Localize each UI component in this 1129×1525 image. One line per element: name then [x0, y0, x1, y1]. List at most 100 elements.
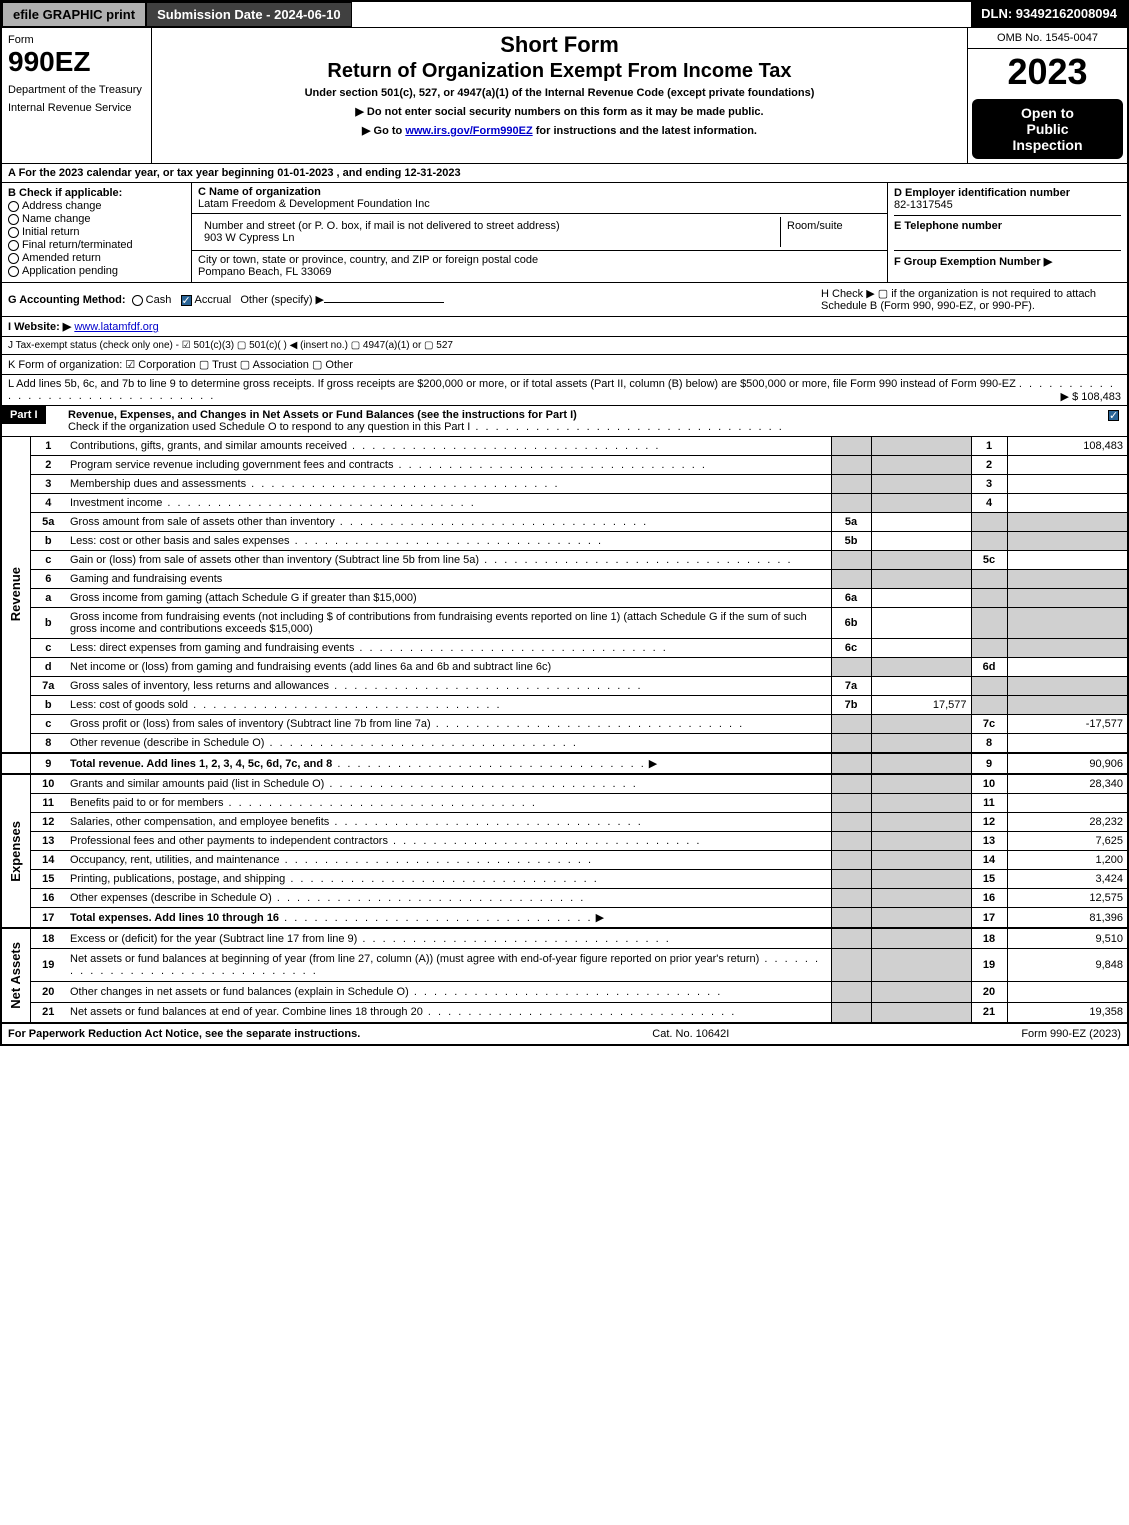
header-right: OMB No. 1545-0047 2023 Open to Public In…: [967, 28, 1127, 163]
line-11: 11Benefits paid to or for members11: [2, 794, 1127, 813]
open-line2: Public: [978, 121, 1117, 137]
footer-right: Form 990-EZ (2023): [1021, 1028, 1121, 1040]
section-k: K Form of organization: ☑ Corporation ▢ …: [2, 354, 1127, 374]
line-6: 6Gaming and fundraising events: [2, 570, 1127, 589]
line-17: 17Total expenses. Add lines 10 through 1…: [2, 908, 1127, 929]
room-label: Room/suite: [787, 220, 843, 232]
ein-value: 82-1317545: [894, 199, 1121, 211]
line-19: 19Net assets or fund balances at beginni…: [2, 949, 1127, 982]
side-expenses: Expenses: [6, 811, 25, 892]
line-3: 3Membership dues and assessments3: [2, 475, 1127, 494]
addr-label: Number and street (or P. O. box, if mail…: [204, 220, 774, 232]
dept-irs: Internal Revenue Service: [8, 102, 145, 114]
info-grid: B Check if applicable: Address change Na…: [2, 182, 1127, 282]
line-5c: cGain or (loss) from sale of assets othe…: [2, 551, 1127, 570]
line-6c: cLess: direct expenses from gaming and f…: [2, 639, 1127, 658]
city-label: City or town, state or province, country…: [198, 254, 881, 266]
section-g-h: G Accounting Method: Cash Accrual Other …: [2, 282, 1127, 316]
b-label: B Check if applicable:: [8, 187, 185, 199]
submission-date-button[interactable]: Submission Date - 2024-06-10: [146, 2, 352, 27]
website-link[interactable]: www.latamfdf.org: [74, 321, 158, 333]
section-a: A For the 2023 calendar year, or tax yea…: [2, 163, 1127, 182]
line-8: 8Other revenue (describe in Schedule O)8: [2, 734, 1127, 754]
section-b: B Check if applicable: Address change Na…: [2, 183, 192, 282]
g-cash-radio[interactable]: [132, 295, 143, 306]
irs-link[interactable]: www.irs.gov/Form990EZ: [405, 125, 532, 137]
g-label: G Accounting Method:: [8, 294, 126, 306]
line-2: 2Program service revenue including gover…: [2, 456, 1127, 475]
dept-treasury: Department of the Treasury: [8, 84, 145, 96]
section-c: C Name of organization Latam Freedom & D…: [192, 183, 887, 282]
title-short-form: Short Form: [156, 32, 963, 58]
lines-table: Revenue 1Contributions, gifts, grants, a…: [2, 436, 1127, 1022]
title-return: Return of Organization Exempt From Incom…: [156, 60, 963, 83]
line-4: 4Investment income4: [2, 494, 1127, 513]
d-label: D Employer identification number: [894, 187, 1121, 199]
org-name: Latam Freedom & Development Foundation I…: [198, 198, 430, 210]
section-h: H Check ▶ ▢ if the organization is not r…: [821, 287, 1121, 312]
org-address-cell: Number and street (or P. O. box, if mail…: [192, 214, 887, 251]
form-container: efile GRAPHIC print Submission Date - 20…: [0, 0, 1129, 1046]
line-21: 21Net assets or fund balances at end of …: [2, 1002, 1127, 1022]
instr-pre: ▶ Go to: [362, 125, 405, 137]
footer-catno: Cat. No. 10642I: [652, 1028, 729, 1040]
chk-address-change[interactable]: Address change: [8, 200, 185, 212]
line-5a: 5aGross amount from sale of assets other…: [2, 513, 1127, 532]
org-name-cell: C Name of organization Latam Freedom & D…: [192, 183, 887, 214]
line-13: 13Professional fees and other payments t…: [2, 832, 1127, 851]
part1-title: Revenue, Expenses, and Changes in Net As…: [68, 409, 577, 421]
g-other: Other (specify) ▶: [240, 294, 324, 306]
side-netassets: Net Assets: [6, 932, 25, 1019]
line-7a: 7aGross sales of inventory, less returns…: [2, 677, 1127, 696]
footer-left: For Paperwork Reduction Act Notice, see …: [8, 1028, 360, 1040]
line-7c: cGross profit or (loss) from sales of in…: [2, 715, 1127, 734]
top-bar: efile GRAPHIC print Submission Date - 20…: [2, 2, 1127, 27]
line-15: 15Printing, publications, postage, and s…: [2, 870, 1127, 889]
chk-name-change[interactable]: Name change: [8, 213, 185, 225]
section-def: D Employer identification number 82-1317…: [887, 183, 1127, 282]
footer: For Paperwork Reduction Act Notice, see …: [2, 1022, 1127, 1044]
l-text: L Add lines 5b, 6c, and 7b to line 9 to …: [8, 378, 1016, 390]
chk-amended-return[interactable]: Amended return: [8, 252, 185, 264]
line-5b: bLess: cost or other basis and sales exp…: [2, 532, 1127, 551]
g-accrual-check[interactable]: [181, 295, 192, 306]
g-accrual: Accrual: [195, 294, 232, 306]
line-10: Expenses 10Grants and similar amounts pa…: [2, 774, 1127, 794]
org-city-cell: City or town, state or province, country…: [192, 251, 887, 281]
l-amount: ▶ $ 108,483: [1061, 390, 1121, 403]
subtitle: Under section 501(c), 527, or 4947(a)(1)…: [156, 87, 963, 99]
section-j: J Tax-exempt status (check only one) - ☑…: [2, 336, 1127, 354]
section-i: I Website: ▶ www.latamfdf.org: [2, 316, 1127, 336]
header-center: Short Form Return of Organization Exempt…: [152, 28, 967, 163]
side-revenue: Revenue: [6, 557, 25, 631]
instruction-goto: ▶ Go to www.irs.gov/Form990EZ for instru…: [156, 124, 963, 137]
line-18: Net Assets 18Excess or (deficit) for the…: [2, 928, 1127, 949]
chk-final-return[interactable]: Final return/terminated: [8, 239, 185, 251]
org-address: 903 W Cypress Ln: [204, 232, 294, 244]
header-left: Form 990EZ Department of the Treasury In…: [2, 28, 152, 163]
omb-number: OMB No. 1545-0047: [968, 28, 1127, 49]
org-city: Pompano Beach, FL 33069: [198, 266, 332, 278]
tax-year: 2023: [968, 49, 1127, 95]
instruction-ssn: ▶ Do not enter social security numbers o…: [156, 105, 963, 118]
line-6a: aGross income from gaming (attach Schedu…: [2, 589, 1127, 608]
open-line1: Open to: [978, 105, 1117, 121]
section-g: G Accounting Method: Cash Accrual Other …: [8, 293, 444, 306]
part1-schedule-o-check[interactable]: [1108, 410, 1119, 421]
f-label: F Group Exemption Number ▶: [894, 256, 1052, 268]
form-number: 990EZ: [8, 46, 145, 78]
i-label: I Website: ▶: [8, 321, 71, 333]
line-20: 20Other changes in net assets or fund ba…: [2, 982, 1127, 1002]
chk-application-pending[interactable]: Application pending: [8, 265, 185, 277]
line-6b: bGross income from fundraising events (n…: [2, 608, 1127, 639]
efile-print-button[interactable]: efile GRAPHIC print: [2, 2, 146, 27]
dln-label: DLN: 93492162008094: [971, 2, 1127, 27]
form-label: Form: [8, 34, 145, 46]
chk-initial-return[interactable]: Initial return: [8, 226, 185, 238]
g-other-input[interactable]: [324, 302, 444, 303]
form-header: Form 990EZ Department of the Treasury In…: [2, 27, 1127, 163]
line-6d: dNet income or (loss) from gaming and fu…: [2, 658, 1127, 677]
g-cash: Cash: [146, 294, 172, 306]
line-7b: bLess: cost of goods sold7b17,577: [2, 696, 1127, 715]
e-label: E Telephone number: [894, 220, 1002, 232]
